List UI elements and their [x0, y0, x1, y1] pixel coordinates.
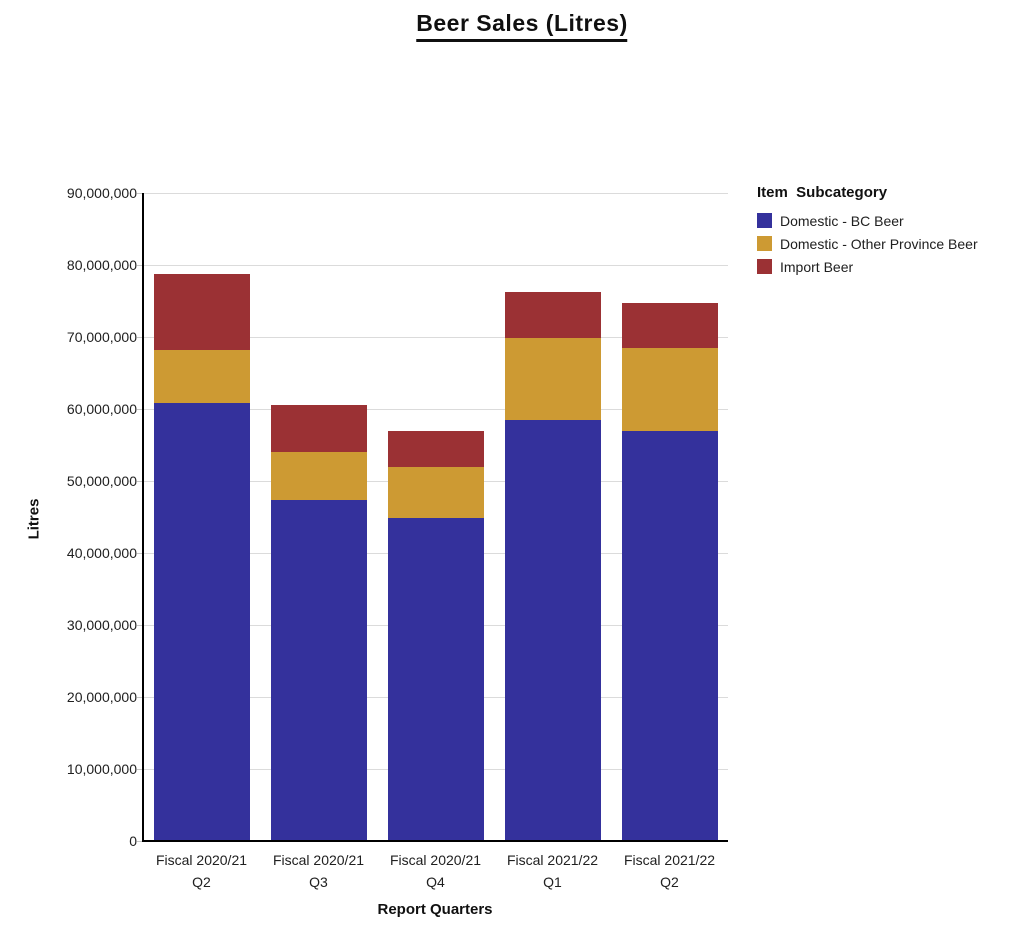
x-tick-label: Fiscal 2020/21 Q2	[155, 852, 248, 890]
y-axis-tick	[137, 336, 143, 338]
y-tick-label: 40,000,000	[66, 545, 137, 561]
legend-title: Item Subcategory	[757, 184, 888, 201]
gridline	[143, 192, 728, 194]
legend-label: Import Beer	[780, 258, 854, 275]
x-tick-label: Fiscal 2020/21 Q4	[389, 852, 482, 890]
bar-segment-domestic-bc-beer	[387, 518, 484, 841]
y-axis-tick	[137, 624, 143, 626]
y-axis-tick	[137, 696, 143, 698]
y-tick-label: 50,000,000	[66, 473, 137, 489]
y-tick-label: 80,000,000	[66, 257, 137, 273]
x-axis-title: Report Quarters	[377, 901, 493, 918]
y-axis-tick	[137, 552, 143, 554]
y-tick-label: 90,000,000	[66, 185, 137, 201]
legend-item-domestic-bc-beer: Domestic - BC Beer	[757, 209, 978, 232]
bar-segment-import-beer	[504, 291, 601, 338]
y-tick-label: 10,000,000	[66, 761, 137, 777]
bar-segment-import-beer	[621, 303, 718, 348]
bar-segment-import-beer	[387, 431, 484, 468]
y-axis-title: Litres	[25, 498, 43, 540]
y-axis-tick	[137, 768, 143, 770]
legend-label: Domestic - Other Province Beer	[780, 235, 978, 252]
legend-item-import-beer: Import Beer	[757, 255, 978, 278]
y-tick-label: 70,000,000	[66, 329, 137, 345]
legend-swatch-domestic-bc-beer	[757, 213, 772, 228]
bar-segment-domestic-other-province-beer	[387, 467, 484, 519]
bar-segment-domestic-other-province-beer	[621, 347, 718, 431]
bar-segment-domestic-other-province-beer	[504, 337, 601, 420]
chart-title: Beer Sales (Litres)	[416, 10, 628, 42]
gridline	[143, 336, 728, 338]
y-axis-tick	[137, 840, 143, 842]
y-tick-label: 0	[129, 833, 137, 849]
bar-segment-domestic-other-province-beer	[153, 349, 250, 404]
x-axis-line	[142, 840, 728, 842]
x-tick-label: Fiscal 2020/21 Q3	[272, 852, 365, 890]
bar-segment-domestic-bc-beer	[504, 419, 601, 841]
bar-segment-domestic-bc-beer	[621, 430, 718, 841]
bar-segment-import-beer	[153, 274, 250, 350]
y-axis-tick	[137, 408, 143, 410]
y-tick-label: 30,000,000	[66, 617, 137, 633]
y-axis-line	[142, 193, 144, 842]
bar-segment-domestic-other-province-beer	[270, 452, 367, 500]
legend: Item Subcategory Domestic - BC Beer Domes…	[757, 184, 978, 278]
y-axis-tick	[137, 480, 143, 482]
y-axis-tick	[137, 264, 143, 266]
legend-swatch-domestic-other-province-beer	[757, 236, 772, 251]
x-tick-label: Fiscal 2021/22 Q2	[623, 852, 716, 890]
y-tick-label: 60,000,000	[66, 401, 137, 417]
y-axis-tick	[137, 192, 143, 194]
x-tick-label: Fiscal 2021/22 Q1	[506, 852, 599, 890]
legend-item-domestic-other-province-beer: Domestic - Other Province Beer	[757, 232, 978, 255]
bar-segment-import-beer	[270, 404, 367, 453]
bar-segment-domestic-bc-beer	[270, 499, 367, 841]
legend-swatch-import-beer	[757, 259, 772, 274]
gridline	[143, 408, 728, 410]
y-tick-label: 20,000,000	[66, 689, 137, 705]
legend-items: Domestic - BC Beer Domestic - Other Provi…	[757, 209, 978, 278]
legend-label: Domestic - BC Beer	[780, 212, 904, 229]
bar-segment-domestic-bc-beer	[153, 403, 250, 841]
gridline	[143, 264, 728, 266]
